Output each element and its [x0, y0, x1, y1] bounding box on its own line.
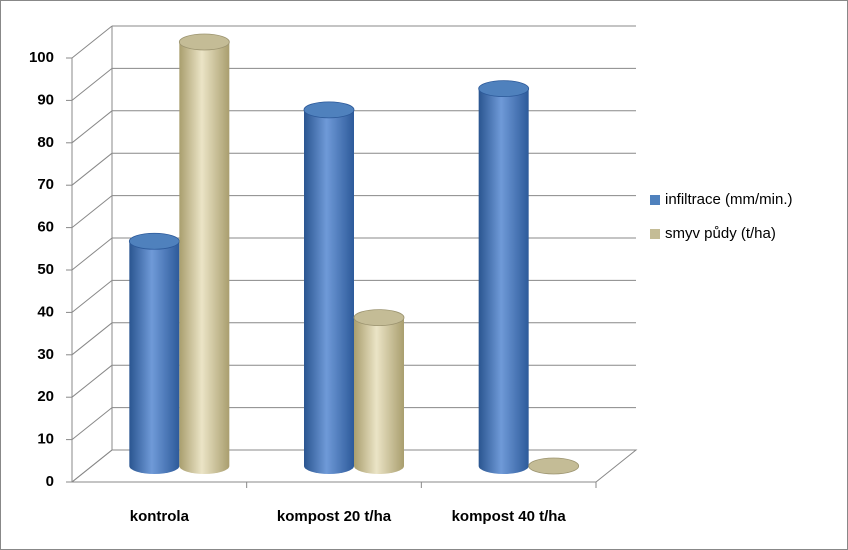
y-tick-label: 0	[46, 473, 54, 490]
grid-line	[71, 322, 113, 356]
grid-line	[71, 152, 113, 186]
y-tick-label: 10	[37, 431, 54, 448]
grid-line	[71, 195, 113, 228]
grid-line	[71, 110, 113, 144]
x-tick-label: kompost 40 t/ha	[452, 508, 567, 525]
bar-top	[128, 232, 180, 250]
bar	[179, 42, 230, 474]
grid-line	[71, 407, 113, 440]
legend-label: infiltrace (mm/min.)	[665, 191, 793, 208]
bar-top	[353, 309, 405, 327]
grid-line	[71, 25, 113, 59]
grid-line	[71, 364, 113, 398]
y-tick-label: 20	[37, 388, 54, 405]
x-tick-label: kontrola	[130, 508, 190, 525]
bar	[354, 317, 404, 474]
grid-line	[71, 237, 113, 271]
y-tick-label: 100	[29, 49, 54, 66]
y-tick-label: 40	[37, 303, 54, 320]
y-tick-label: 60	[37, 219, 54, 236]
grid-line	[71, 449, 113, 483]
y-tick-label: 90	[37, 91, 54, 108]
bar-top	[478, 80, 530, 98]
grid-line	[71, 280, 113, 313]
bar-top	[528, 457, 580, 475]
y-tick-label: 50	[37, 261, 54, 278]
legend-label: smyv půdy (t/ha)	[665, 225, 776, 242]
bar-top	[178, 33, 230, 51]
bar-top	[303, 101, 355, 119]
y-tick-label: 70	[37, 176, 54, 193]
grid-line	[71, 68, 113, 101]
y-tick-label: 30	[37, 346, 54, 363]
x-tick-label: kompost 20 t/ha	[277, 508, 392, 525]
y-tick-label: 80	[37, 134, 54, 151]
legend-swatch	[650, 195, 660, 205]
bar	[478, 88, 529, 474]
bar	[129, 241, 180, 474]
bar	[304, 109, 354, 474]
legend-swatch	[650, 229, 660, 239]
